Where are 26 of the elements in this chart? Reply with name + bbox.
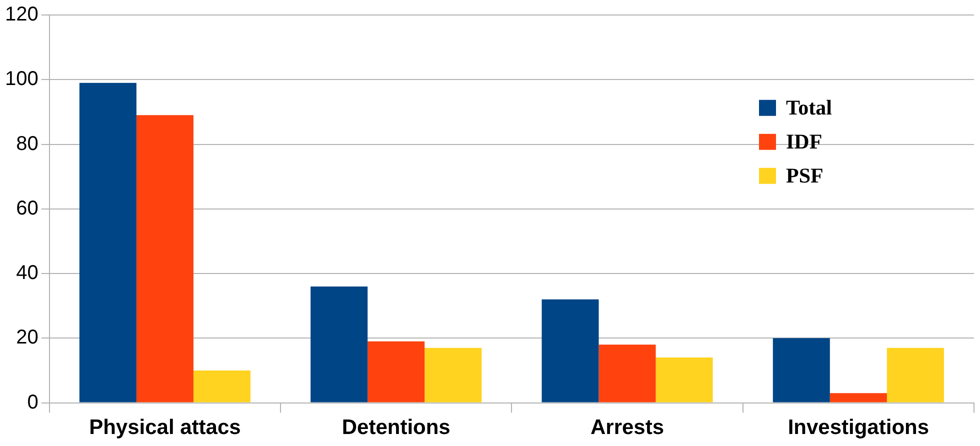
- y-tick-label: 100: [4, 68, 38, 90]
- y-tick-label: 0: [27, 391, 38, 414]
- legend-label: PSF: [786, 163, 824, 188]
- bar: [368, 341, 425, 402]
- bar: [598, 344, 656, 402]
- bar: [772, 338, 830, 402]
- bar: [424, 348, 482, 402]
- y-tick-label: 40: [16, 262, 38, 284]
- y-tick-label: 80: [16, 132, 38, 155]
- x-tick-label: Investigations: [788, 416, 930, 440]
- bar: [136, 115, 194, 402]
- y-tick-label: 120: [4, 4, 38, 26]
- legend-label: IDF: [786, 129, 822, 154]
- y-tick-label: 60: [16, 197, 38, 220]
- legend-label: Total: [786, 95, 832, 120]
- x-tick-label: Physical attacs: [89, 416, 241, 440]
- bar: [79, 82, 136, 402]
- bar: [542, 299, 599, 402]
- bar: [310, 286, 368, 402]
- bar: [830, 393, 887, 402]
- bar: [656, 358, 713, 402]
- bar: [193, 370, 250, 402]
- x-tick-label: Detentions: [342, 416, 450, 440]
- y-tick-label: 20: [16, 326, 38, 349]
- bar: [886, 348, 944, 402]
- x-tick-label: Arrests: [590, 416, 664, 440]
